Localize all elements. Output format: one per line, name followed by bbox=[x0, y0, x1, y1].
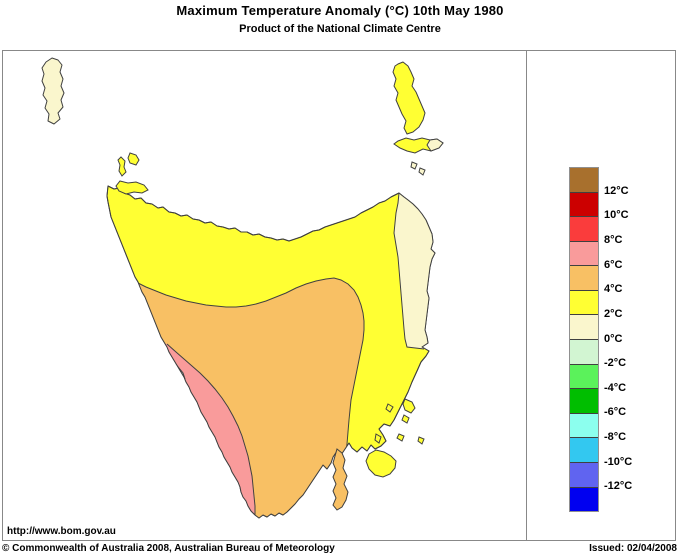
page-title: Maximum Temperature Anomaly (°C) 10th Ma… bbox=[176, 3, 504, 18]
maria-island bbox=[402, 398, 416, 414]
legend-label: -2°C bbox=[604, 357, 627, 370]
anomaly-band-0-2-east-strip bbox=[394, 186, 435, 349]
map-frame bbox=[2, 50, 676, 541]
legend-label: 4°C bbox=[604, 283, 623, 296]
legend-label: 2°C bbox=[604, 307, 623, 320]
legend-color-block bbox=[570, 168, 598, 192]
hunter-island bbox=[117, 156, 127, 177]
legend-color-block bbox=[570, 265, 598, 290]
legend-color-block bbox=[570, 486, 598, 512]
legend-color-block bbox=[570, 339, 598, 364]
legend-label: -6°C bbox=[604, 406, 627, 419]
bruny-island bbox=[332, 448, 349, 511]
legend-color-block bbox=[570, 216, 598, 241]
legend-color-block bbox=[570, 461, 598, 487]
legend-label: 10°C bbox=[604, 209, 629, 222]
legend-color-block bbox=[570, 437, 598, 462]
legend-label: -4°C bbox=[604, 381, 627, 394]
legend-label: -8°C bbox=[604, 431, 627, 444]
legend-label: 12°C bbox=[604, 184, 629, 197]
map-legend-divider bbox=[526, 51, 527, 540]
legend-label: 6°C bbox=[604, 258, 623, 271]
legend-label: 0°C bbox=[604, 332, 623, 345]
three-hummock-island bbox=[127, 152, 140, 166]
robbins-island bbox=[115, 180, 149, 195]
legend-color-block bbox=[570, 289, 598, 315]
legend-color-block bbox=[570, 412, 598, 438]
maria-island-south bbox=[401, 414, 410, 424]
legend-label: 8°C bbox=[604, 233, 623, 246]
tasman-isthmus bbox=[374, 433, 382, 444]
se-islet-3 bbox=[417, 436, 425, 445]
clarke-islet-2 bbox=[418, 167, 426, 176]
cape-barren-east-cream-tip bbox=[426, 138, 444, 152]
se-islet-1 bbox=[385, 403, 394, 413]
clarke-islet-1 bbox=[410, 161, 418, 170]
copyright-notice: © Commonwealth of Australia 2008, Austra… bbox=[2, 543, 335, 554]
bom-url: http://www.bom.gov.au bbox=[7, 526, 116, 537]
issued-date: Issued: 02/04/2008 bbox=[589, 543, 677, 554]
legend-color-block bbox=[570, 191, 598, 217]
legend-color-block bbox=[570, 388, 598, 413]
contour-line-6C bbox=[166, 343, 256, 515]
anomaly-band-4-6-region bbox=[131, 278, 364, 518]
flinders-island bbox=[392, 61, 426, 135]
legend-label: -10°C bbox=[604, 455, 633, 468]
contour-line-2C bbox=[393, 192, 425, 350]
legend-color-block bbox=[570, 240, 598, 266]
king-island bbox=[41, 57, 65, 125]
legend-color-block bbox=[570, 363, 598, 389]
page-subtitle: Product of the National Climate Centre bbox=[239, 23, 441, 35]
tasman-peninsula bbox=[365, 449, 397, 478]
legend-color-bar bbox=[569, 167, 599, 512]
legend-label: -12°C bbox=[604, 480, 633, 493]
contour-line-4C bbox=[135, 277, 365, 453]
se-islet-2 bbox=[396, 433, 405, 442]
legend-color-block bbox=[570, 314, 598, 340]
